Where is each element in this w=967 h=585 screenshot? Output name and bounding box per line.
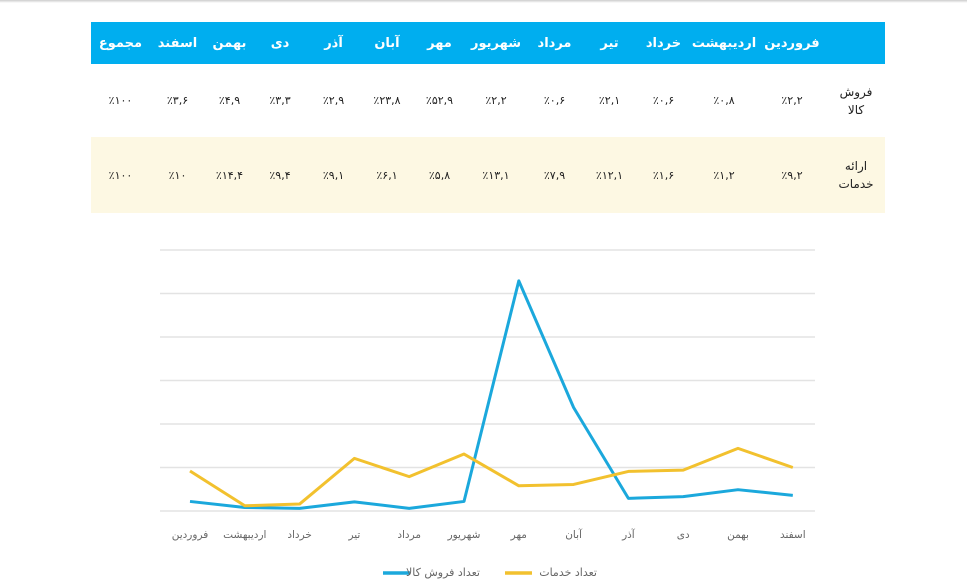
table-cell: ٪۱,۶	[636, 137, 691, 213]
table-cell: ٪۹,۴	[254, 137, 306, 213]
column-header: مهر	[413, 22, 466, 64]
table-row: فروش کالا ٪۲,۲ ٪۰,۸ ٪۰,۶ ٪۲,۱ ٪۰,۶ ٪۲,۲ ٪۵۲,۹ ٪۲۳…	[91, 64, 885, 137]
table-cell: ٪۱۰۰	[91, 64, 150, 137]
x-tick-label: دی	[677, 529, 690, 541]
x-tick-label: اسفند	[780, 529, 806, 541]
column-header: آذر	[306, 22, 361, 64]
table-cell: ٪۳,۳	[254, 64, 306, 137]
column-header: بهمن	[205, 22, 254, 64]
table-cell: ٪۰,۶	[636, 64, 691, 137]
column-header: دی	[254, 22, 306, 64]
legend-label: تعداد خدمات	[539, 566, 597, 579]
table-cell: ٪۳,۶	[150, 64, 205, 137]
column-header: فروردین	[757, 22, 827, 64]
table-header-row: فروردین اردیبهشت خرداد تیر مرداد شهریور مهر آبا…	[91, 22, 885, 64]
x-tick-label: مرداد	[397, 529, 421, 541]
table-cell: ٪۹,۲	[757, 137, 827, 213]
x-tick-label: آبان	[565, 528, 583, 541]
table-cell: ٪۱۲,۱	[583, 137, 636, 213]
x-tick-label: آذر	[621, 528, 636, 541]
x-tick-label: مهر	[510, 529, 527, 541]
column-header: تیر	[583, 22, 636, 64]
table-cell: ٪۶,۱	[361, 137, 413, 213]
column-header: مرداد	[526, 22, 583, 64]
row-label-line: کالا	[847, 102, 865, 117]
table-cell: ٪۴,۹	[205, 64, 254, 137]
table-cell: ٪۰,۶	[526, 64, 583, 137]
x-tick-label: تیر	[347, 529, 360, 541]
table-cell: ٪۱,۲	[691, 137, 757, 213]
table-cell: ٪۲۳,۸	[361, 64, 413, 137]
column-header	[827, 22, 885, 64]
x-tick-label: اردیبهشت	[223, 529, 266, 541]
table-cell: ٪۲,۲	[466, 64, 526, 137]
table-cell: ٪۱۳,۱	[466, 137, 526, 213]
row-label: ارائه خدمات	[827, 137, 885, 213]
table-row: ارائه خدمات ٪۹,۲ ٪۱,۲ ٪۱,۶ ٪۱۲,۱ ٪۷,۹ ٪۱۳,۱ ٪۵,۸…	[91, 137, 885, 213]
row-label-line: خدمات	[838, 177, 874, 191]
table-cell: ٪۱۰	[150, 137, 205, 213]
table-cell: ٪۱۴,۴	[205, 137, 254, 213]
x-tick-label: خرداد	[287, 529, 312, 541]
column-header: مجموع	[91, 22, 150, 64]
column-header: اسفند	[150, 22, 205, 64]
top-edge	[0, 0, 967, 3]
sales-table: فروردین اردیبهشت خرداد تیر مرداد شهریور مهر آبا…	[91, 22, 885, 213]
legend-label: تعداد فروش کالا	[406, 566, 480, 579]
row-label-line: ارائه	[844, 159, 868, 173]
table-cell: ٪۱۰۰	[91, 137, 150, 213]
row-label: فروش کالا	[827, 64, 885, 137]
column-header: خرداد	[636, 22, 691, 64]
table-cell: ٪۷,۹	[526, 137, 583, 213]
table-cell: ٪۲,۹	[306, 64, 361, 137]
series-line	[189, 446, 794, 508]
row-label-line: فروش	[839, 84, 873, 99]
table-cell: ٪۲,۱	[583, 64, 636, 137]
table-cell: ٪۰,۸	[691, 64, 757, 137]
column-header: اردیبهشت	[691, 22, 757, 64]
series-line	[189, 279, 793, 510]
table-cell: ٪۵,۸	[413, 137, 466, 213]
column-header: آبان	[361, 22, 413, 64]
x-tick-label: بهمن	[727, 529, 749, 541]
x-tick-label: شهریور	[447, 529, 481, 541]
table-cell: ٪۵۲,۹	[413, 64, 466, 137]
x-tick-label: فروردین	[172, 529, 209, 541]
column-header: شهریور	[466, 22, 526, 64]
table-cell: ٪۹,۱	[306, 137, 361, 213]
table-cell: ٪۲,۲	[757, 64, 827, 137]
